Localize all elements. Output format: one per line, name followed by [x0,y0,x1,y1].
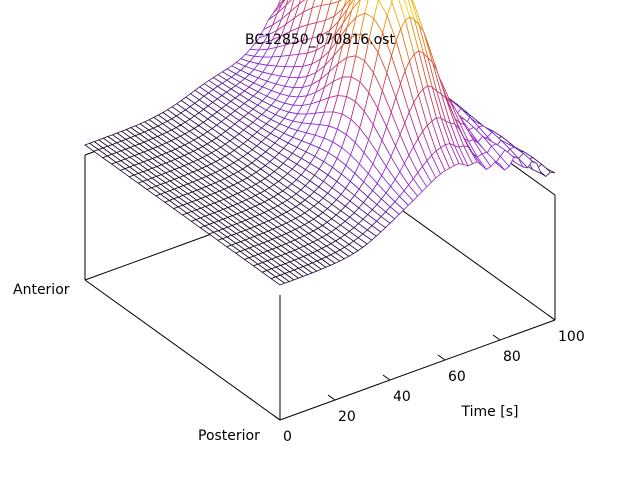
x-tick-mark [382,374,391,381]
x-tick-label: 60 [448,369,466,385]
x-tick-mark [547,314,556,321]
x-tick-label: 100 [558,329,585,345]
plot-box-front [84,279,556,421]
surface-mesh [84,0,556,286]
x-tick-mark [327,394,336,401]
x-tick-mark [437,354,446,361]
x-tick-label: 20 [338,409,356,425]
x-axis-ticks: 0 20 40 60 80 100 [272,314,585,445]
x-tick-label: 40 [393,389,411,405]
chart-title: BC12850_070816.ost [245,32,395,48]
x-axis-label: Time [s] [461,404,519,420]
y-axis-label-posterior: Posterior [198,428,260,444]
mesh-cell [270,276,286,286]
y-axis-label-anterior: Anterior [13,282,70,298]
x-tick-mark [272,414,281,421]
x-tick-label: 80 [503,349,521,365]
x-tick-mark [492,334,501,341]
x-tick-label: 0 [283,429,292,445]
